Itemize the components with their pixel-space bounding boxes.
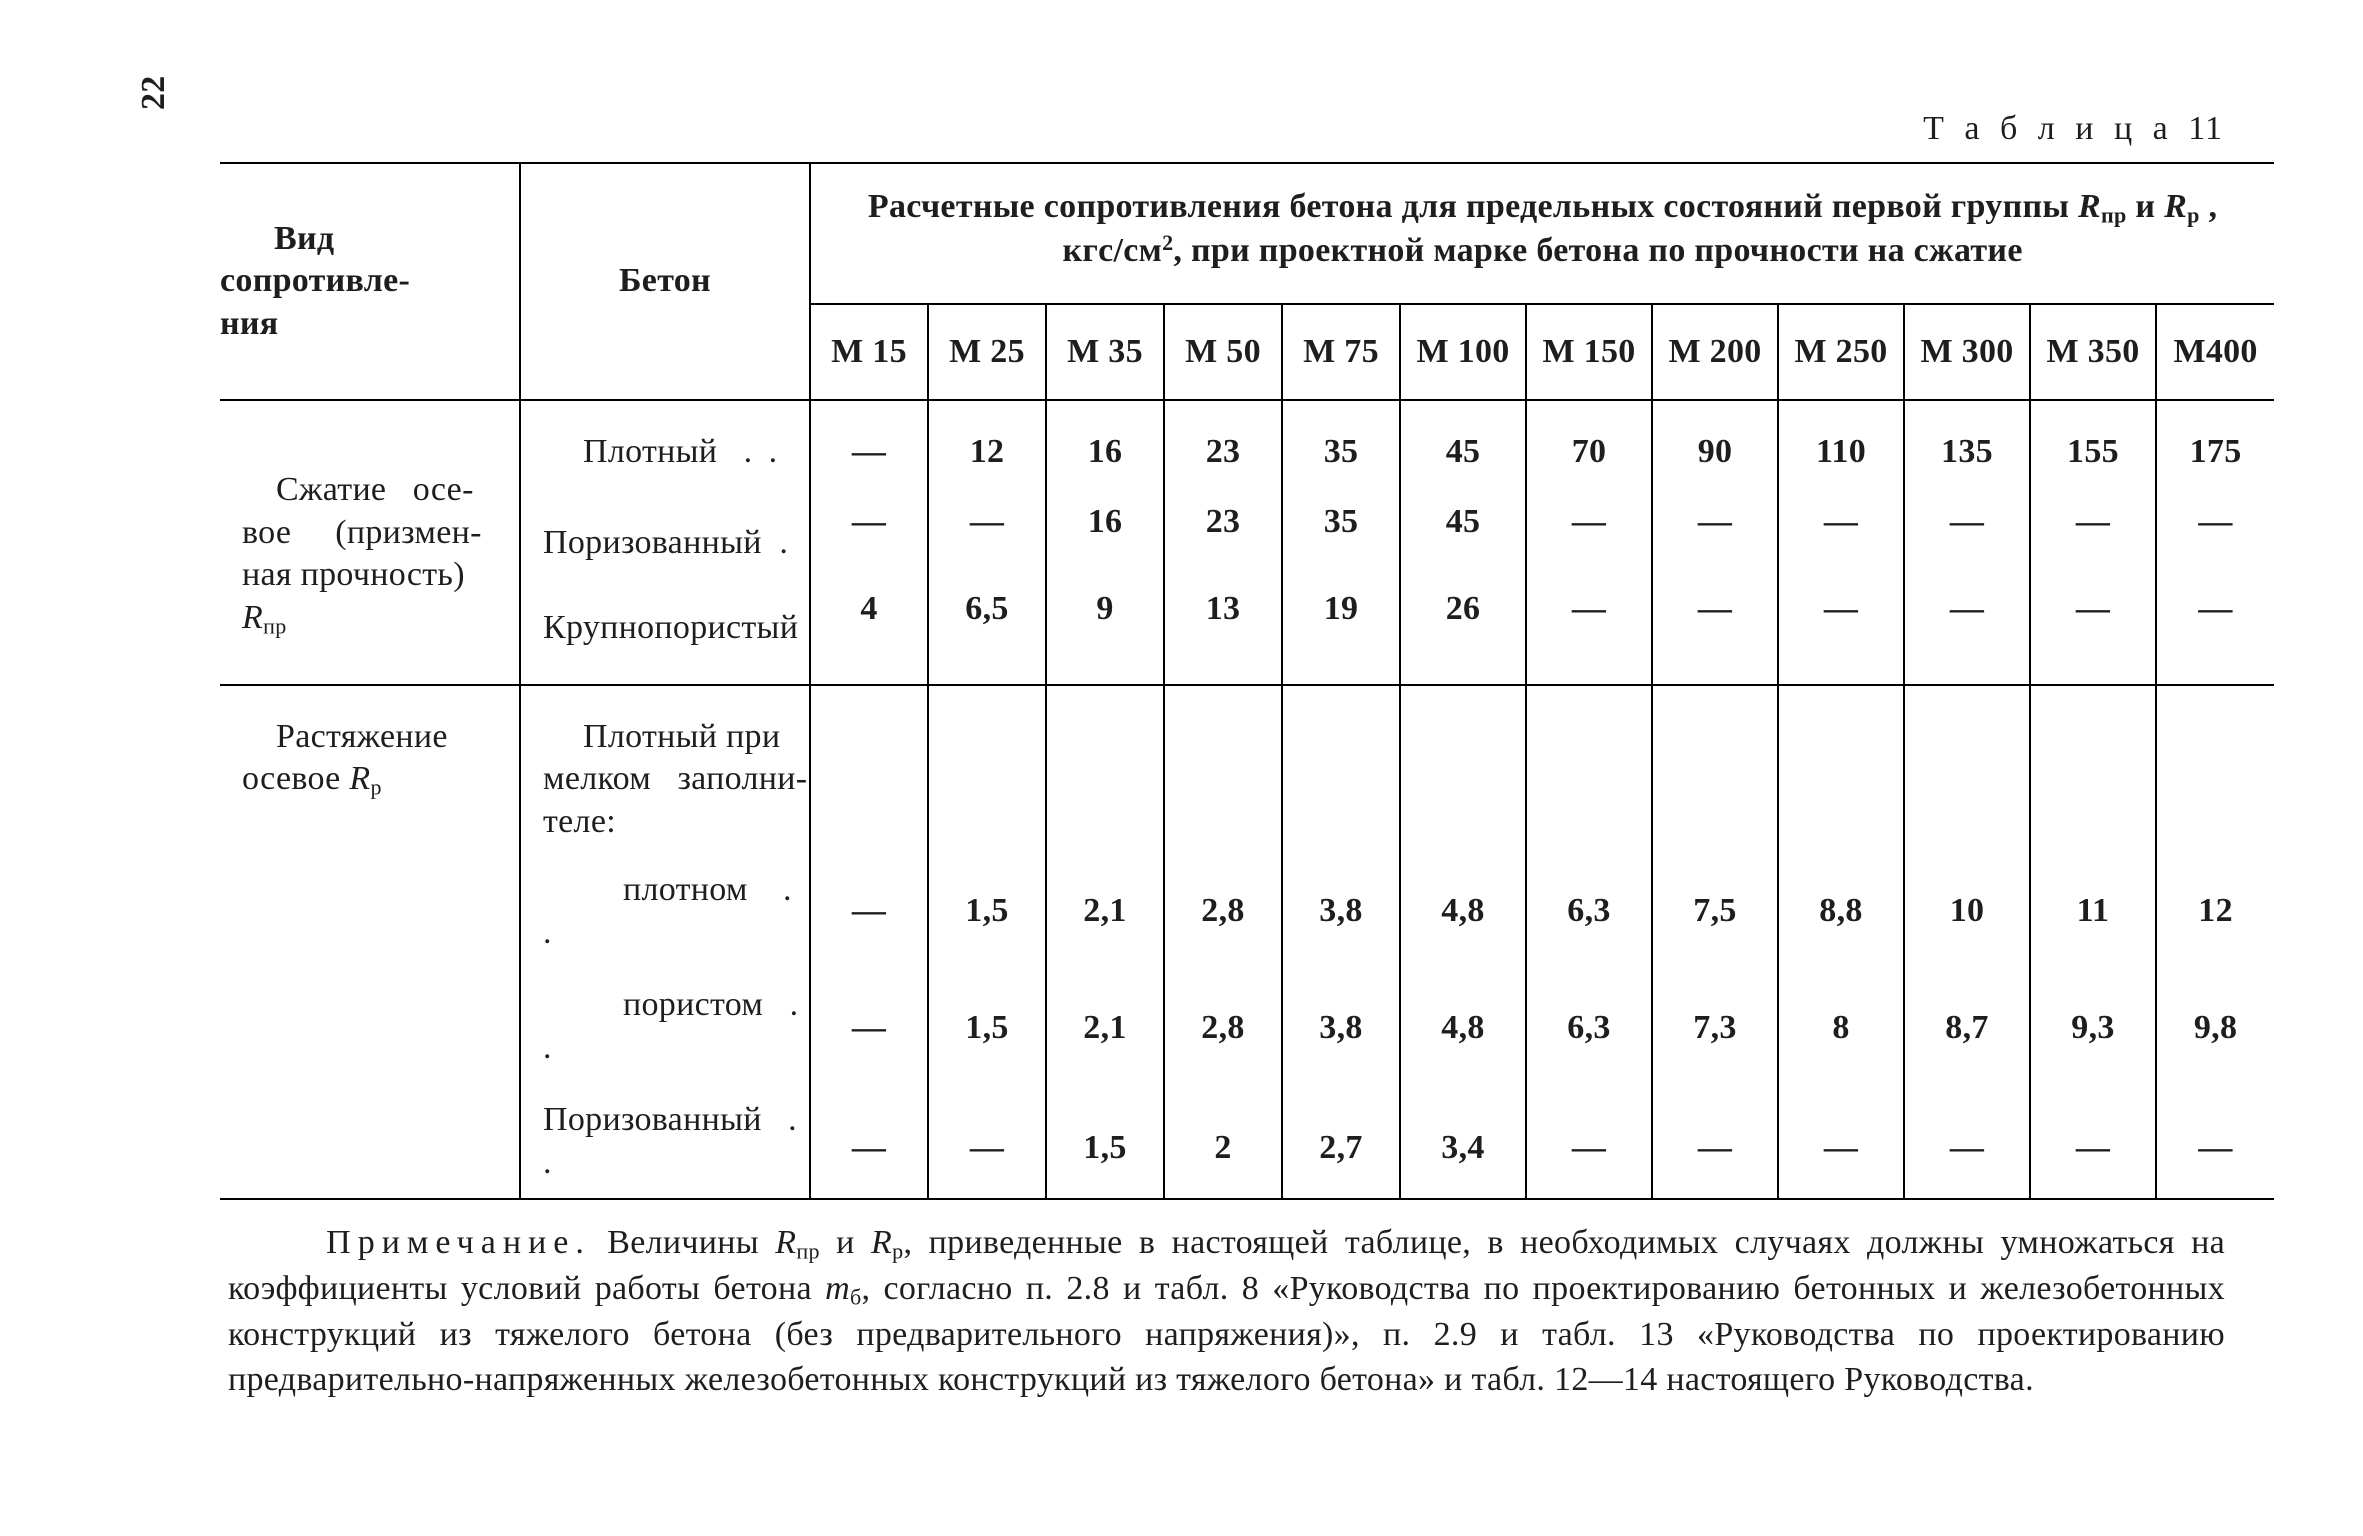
kind-tension: Растяжение осевое Rр [220, 685, 520, 1200]
col-m400: М400 [2156, 304, 2274, 401]
table-row: Растяжение осевое Rр Плотный при мелком … [220, 685, 2274, 850]
col-m150: М 150 [1526, 304, 1652, 401]
data-table: Вид сопротивле- ния Бетон Расчетные сопр… [220, 162, 2274, 1200]
table-row: Поризованный . — — 16 23 35 45 — — — — —… [220, 480, 2274, 565]
col-m75: М 75 [1282, 304, 1400, 401]
caption-label: Т а б л и ц а [1923, 110, 2174, 147]
col-m250: М 250 [1778, 304, 1904, 401]
col-m25: М 25 [928, 304, 1046, 401]
col-m100: М 100 [1400, 304, 1526, 401]
kind-compression: Сжатие осе- вое (призмен- ная прочность)… [220, 400, 520, 685]
header-kind: Вид сопротивле- ния [220, 163, 520, 400]
table-caption: Т а б л и ц а 11 [220, 110, 2223, 148]
beton-dense-fine: Плотный при мелком заполни- теле: [520, 685, 810, 850]
beton-coarse: Крупнопористый [520, 565, 810, 685]
beton-fine-dense: плотном . . [520, 849, 810, 984]
col-m15: М 15 [810, 304, 928, 401]
table-row: Сжатие осе- вое (призмен- ная прочность)… [220, 400, 2274, 480]
beton-porous2: Поризованный . . [520, 1099, 810, 1199]
header-beton: Бетон [520, 163, 810, 400]
beton-dense: Плотный . . [520, 400, 810, 480]
table-row: плотном . . — 1,5 2,1 2,8 3,8 4,8 6,3 7,… [220, 849, 2274, 984]
table-row: Поризованный . . — — 1,5 2 2,7 3,4 — — —… [220, 1099, 2274, 1199]
col-m50: М 50 [1164, 304, 1282, 401]
beton-fine-porous: пористом . . [520, 984, 810, 1099]
col-m300: М 300 [1904, 304, 2030, 401]
table-row: Крупнопористый 4 6,5 9 13 19 26 — — — — … [220, 565, 2274, 685]
col-m35: М 35 [1046, 304, 1164, 401]
page-number: 22 [135, 75, 173, 110]
table-row: пористом . . — 1,5 2,1 2,8 3,8 4,8 6,3 7… [220, 984, 2274, 1099]
header-measure: Расчетные сопротивления бетона для преде… [810, 163, 2274, 304]
col-m350: М 350 [2030, 304, 2156, 401]
note-text: Примечание. Величины Rпр и Rр, приведенн… [228, 1220, 2225, 1402]
caption-number: 11 [2188, 110, 2223, 147]
beton-porous: Поризованный . [520, 480, 810, 565]
col-m200: М 200 [1652, 304, 1778, 401]
